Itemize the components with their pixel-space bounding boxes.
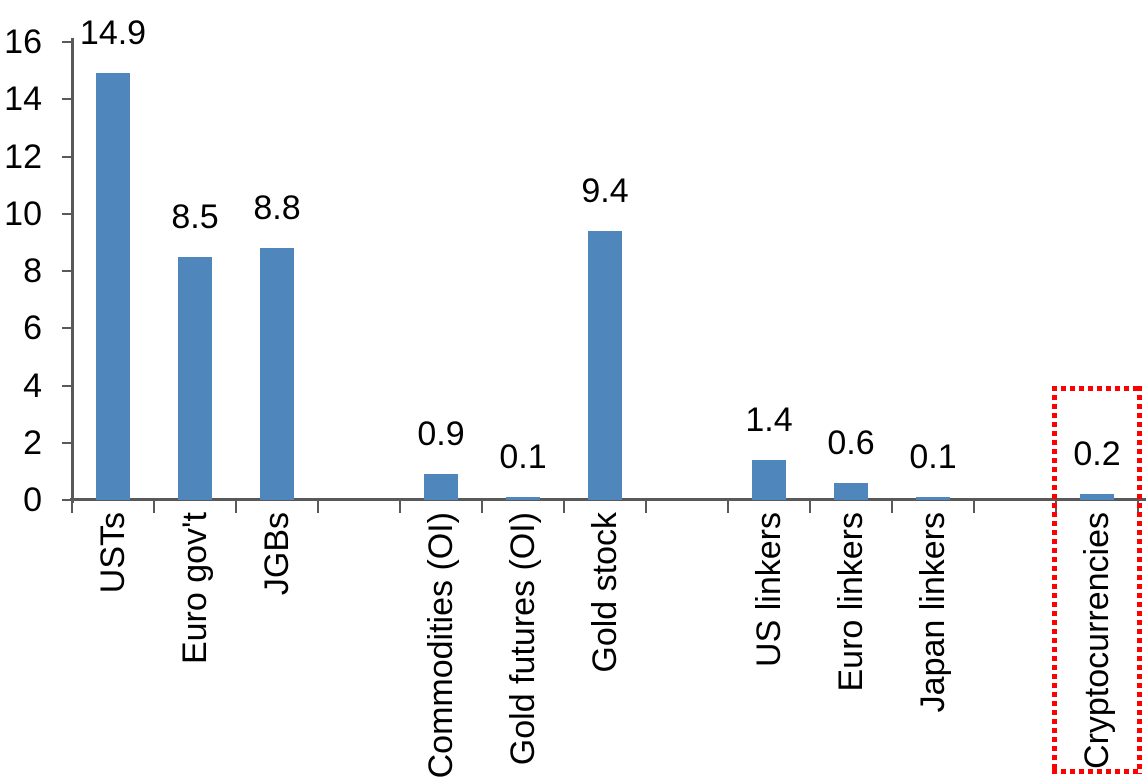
bar xyxy=(424,474,458,500)
bar-value-label: 1.4 xyxy=(745,401,793,439)
bar-value-label: 0.9 xyxy=(417,415,465,453)
bar xyxy=(96,73,130,500)
bar-value-label: 0.1 xyxy=(909,438,957,476)
bar xyxy=(588,231,622,500)
bar xyxy=(752,460,786,500)
bar xyxy=(834,483,868,500)
y-tick-label: 4 xyxy=(23,366,42,405)
x-tick xyxy=(727,500,729,513)
bar xyxy=(178,257,212,500)
y-axis-line xyxy=(71,38,74,503)
y-tick-label: 14 xyxy=(4,80,42,119)
x-tick xyxy=(153,500,155,513)
bar-value-label: 8.8 xyxy=(253,189,301,227)
x-tick xyxy=(399,500,401,513)
y-tick xyxy=(62,384,72,387)
y-tick-label: 10 xyxy=(4,194,42,233)
bar-value-label: 14.9 xyxy=(79,14,147,52)
bar-value-label: 8.5 xyxy=(171,198,219,236)
x-tick xyxy=(809,500,811,513)
category-label: Euro linkers xyxy=(832,512,870,692)
y-tick xyxy=(62,98,72,101)
y-tick-label: 6 xyxy=(23,309,42,348)
category-label: JGBs xyxy=(258,512,296,596)
category-label: Gold futures (OI) xyxy=(504,512,542,766)
bar xyxy=(916,497,950,500)
y-tick-label: 2 xyxy=(23,423,42,462)
bar xyxy=(506,497,540,500)
y-tick xyxy=(62,270,72,272)
highlight-box xyxy=(1052,386,1142,774)
bar xyxy=(260,248,294,500)
category-label: Gold stock xyxy=(586,512,624,673)
y-tick xyxy=(62,499,72,501)
category-label: USTs xyxy=(94,512,132,594)
y-tick-label: 8 xyxy=(23,252,42,290)
y-tick xyxy=(62,155,72,158)
y-tick xyxy=(62,212,72,215)
y-tick xyxy=(62,327,72,330)
bar-value-label: 0.1 xyxy=(499,438,547,476)
y-tick-label: 12 xyxy=(4,137,42,176)
y-tick-label: 16 xyxy=(4,23,42,61)
x-tick xyxy=(563,500,565,513)
category-label: US linkers xyxy=(750,512,788,667)
x-tick xyxy=(71,500,73,513)
category-label: Euro gov't xyxy=(176,512,214,665)
category-label: Commodities (OI) xyxy=(422,512,460,779)
x-tick xyxy=(481,500,483,513)
y-tick xyxy=(62,41,72,43)
x-tick xyxy=(645,500,647,513)
y-tick-label: 0 xyxy=(23,481,42,519)
bar-value-label: 0.6 xyxy=(827,424,875,462)
x-tick xyxy=(973,500,975,513)
y-tick xyxy=(62,441,72,444)
x-tick xyxy=(891,500,893,513)
x-tick xyxy=(235,500,237,513)
x-tick xyxy=(317,500,319,513)
bar-value-label: 9.4 xyxy=(581,172,629,210)
category-label: Japan linkers xyxy=(914,512,952,713)
